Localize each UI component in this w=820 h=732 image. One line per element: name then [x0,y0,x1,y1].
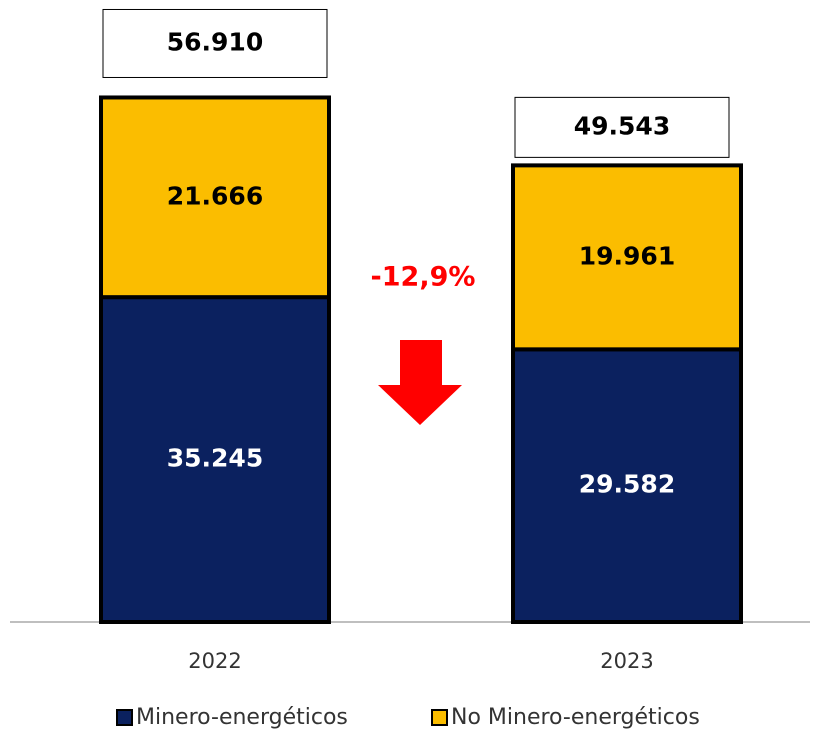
total-label: 49.543 [574,111,670,140]
down-arrow [378,340,462,425]
value-label: 19.961 [579,241,675,270]
legend-label: Minero-energéticos [136,705,348,730]
legend-label: No Minero-energéticos [451,705,700,730]
bar-segment [99,295,331,624]
total-box [102,8,328,78]
bar-segment [511,163,743,352]
x-tick-label: 2022 [188,649,241,673]
legend-swatch [116,709,133,726]
change-annotation: -12,9% [371,262,476,293]
legend-swatch [431,709,448,726]
value-label: 21.666 [167,181,263,210]
bar-segment [511,347,743,624]
x-tick-label: 2023 [600,649,653,673]
value-label: 29.582 [579,470,675,499]
value-label: 35.245 [167,444,263,473]
bar-segment [99,95,331,300]
total-box [514,96,730,158]
total-label: 56.910 [167,27,263,56]
